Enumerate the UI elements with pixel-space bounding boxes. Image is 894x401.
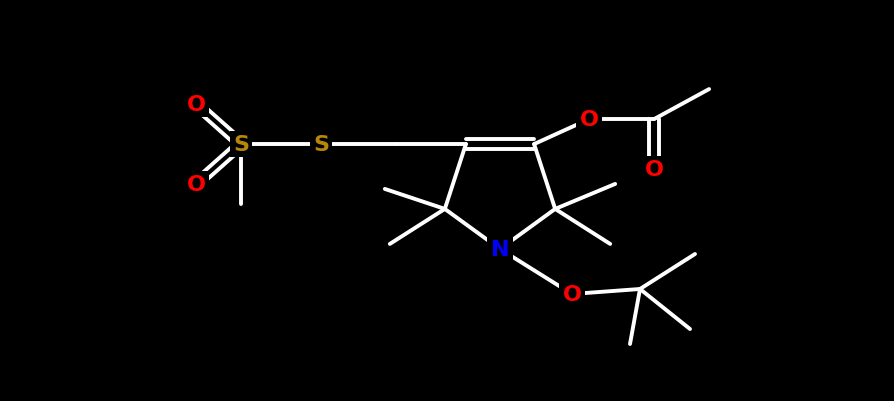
Text: O: O xyxy=(187,95,206,115)
Text: O: O xyxy=(579,110,599,130)
Text: S: S xyxy=(313,135,329,155)
Text: S: S xyxy=(233,135,249,155)
Text: O: O xyxy=(187,175,206,194)
Text: O: O xyxy=(645,160,663,180)
Text: O: O xyxy=(562,284,581,304)
Text: N: N xyxy=(491,239,510,259)
